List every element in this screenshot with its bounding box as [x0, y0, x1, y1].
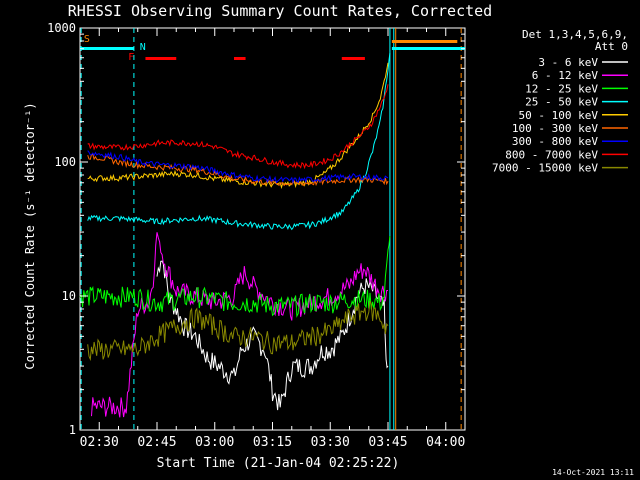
flag-label: N	[140, 42, 146, 53]
flag-bar-red	[145, 57, 177, 60]
series-line-6	[87, 150, 389, 185]
series-line-8	[87, 300, 389, 362]
chart-title: RHESSI Observing Summary Count Rates, Co…	[68, 2, 492, 20]
series-line-0	[156, 260, 389, 411]
flag-label: S	[84, 34, 90, 45]
legend-entry-label: 3 - 6 keV	[538, 56, 598, 69]
y-tick-label: 100	[54, 155, 76, 169]
vertical-lines	[80, 28, 462, 430]
series-line-5	[87, 153, 389, 187]
flag-bar-orange	[391, 40, 458, 43]
flag-bar-red	[341, 57, 365, 60]
flag-bar-cyan	[80, 47, 134, 50]
x-tick-label: 02:30	[80, 435, 119, 450]
legend-entry-label: 7000 - 15000 keV	[492, 162, 598, 175]
x-tick-label: 03:00	[195, 435, 234, 450]
timestamp: 14-Oct-2021 13:11	[552, 468, 634, 477]
series-line-7	[87, 84, 389, 170]
x-tick-label: 03:30	[311, 435, 350, 450]
plot-area: SNF 02:30 02:45 03:00 03:15 03:30 03:45 04:00 …	[47, 21, 466, 450]
flag-labels: S NF	[84, 34, 146, 63]
x-axis-label: Start Time (21-Jan-04 02:25:22)	[157, 456, 400, 471]
flag-bar-red	[234, 57, 246, 60]
legend-header: Att 0	[595, 40, 628, 53]
series-lines	[79, 53, 391, 418]
x-tick-label: 02:45	[137, 435, 176, 450]
y-axis-label: Corrected Count Rate (s⁻¹ detector⁻¹)	[23, 102, 37, 369]
y-tick-label: 1	[69, 423, 76, 437]
y-tick-label: 1000	[47, 21, 76, 35]
legend-entry-label: 6 - 12 keV	[532, 69, 599, 82]
x-tick-label: 04:00	[426, 435, 465, 450]
legend-entry-label: 50 - 100 keV	[519, 109, 599, 122]
legend-header: Det 1,3,4,5,6,9,	[522, 28, 628, 41]
y-tick-label: 10	[62, 289, 76, 303]
series-line-1	[91, 232, 388, 418]
flag-bars	[80, 40, 465, 60]
x-axis: 02:30 02:45 03:00 03:15 03:30 03:45 04:00	[79, 28, 466, 450]
legend-entry-label: 100 - 300 keV	[512, 122, 598, 135]
flag-label: F	[128, 52, 134, 63]
x-tick-label: 03:45	[368, 435, 407, 450]
flag-bar-cyan	[391, 47, 465, 50]
legend-entry-label: 800 - 7000 keV	[505, 148, 598, 161]
y-axis: 1 10 100 1000	[47, 21, 465, 437]
legend-entry-label: 300 - 800 keV	[512, 135, 598, 148]
series-line-2	[79, 236, 391, 318]
series-line-4	[87, 62, 389, 190]
legend-entry-label: 25 - 50 keV	[525, 96, 598, 109]
series-line-3	[87, 53, 391, 231]
legend-entry-label: 12 - 25 keV	[525, 82, 598, 95]
x-tick-label: 03:15	[253, 435, 292, 450]
